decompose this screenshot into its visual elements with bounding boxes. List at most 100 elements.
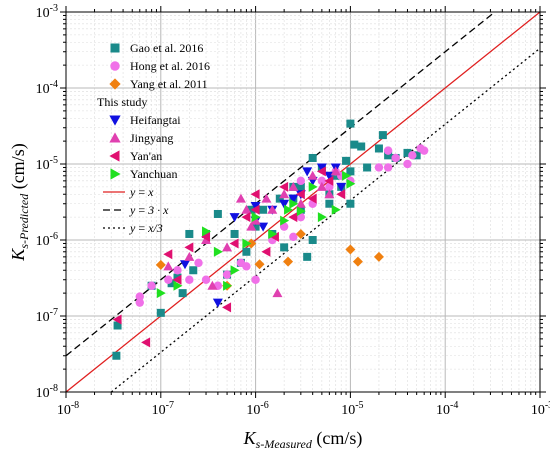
plot-frame xyxy=(65,11,541,393)
data-point-gao-et-al-2016 xyxy=(296,182,305,191)
data-point-heifangtai xyxy=(302,167,313,177)
data-point-yan-an xyxy=(141,337,151,348)
data-point-heifangtai xyxy=(258,222,269,232)
data-point-gao-et-al-2016 xyxy=(346,199,355,208)
x-axis-title-main: K xyxy=(243,428,257,448)
y-tick-label: 10-6 xyxy=(36,231,58,249)
data-point-jingyang xyxy=(246,221,257,231)
data-point-yanchuan xyxy=(268,228,278,239)
data-point-heifangtai xyxy=(336,182,347,192)
data-point-heifangtai xyxy=(279,199,290,209)
x-tick-label: 10-4 xyxy=(436,400,458,418)
data-point-yan-an xyxy=(261,246,271,257)
data-point-yan-an xyxy=(184,242,194,253)
reference-line-solid xyxy=(65,11,541,393)
data-point-yan-an xyxy=(324,175,334,186)
data-point-yanchuan xyxy=(223,280,233,291)
legend-marker xyxy=(110,43,120,53)
data-point-hong-et-al-2016 xyxy=(251,275,260,284)
data-point-jingyang xyxy=(222,242,233,252)
data-point-yanchuan xyxy=(280,215,290,226)
legend-label: y = 3 · x xyxy=(129,203,169,217)
legend-label: Yan'an xyxy=(130,149,162,163)
data-point-gao-et-al-2016 xyxy=(325,199,334,208)
legend-label: y = x/3 xyxy=(129,221,163,235)
data-point-heifangtai xyxy=(229,213,240,223)
legend-marker xyxy=(110,168,121,180)
data-point-yanchuan xyxy=(242,238,252,249)
data-point-yan-an xyxy=(222,302,232,313)
data-point-heifangtai xyxy=(288,194,299,204)
data-point-yanchuan xyxy=(317,212,327,223)
data-point-hong-et-al-2016 xyxy=(194,258,203,268)
y-tick-label: 10-3 xyxy=(36,3,58,21)
data-point-gao-et-al-2016 xyxy=(412,151,421,160)
data-point-yanchuan xyxy=(296,206,306,217)
data-point-hong-et-al-2016 xyxy=(383,163,393,172)
data-point-jingyang xyxy=(261,193,272,203)
data-point-yan-an xyxy=(112,314,122,325)
data-point-yanchuan xyxy=(289,198,299,209)
data-point-hong-et-al-2016 xyxy=(391,153,400,163)
data-point-yan-an xyxy=(288,212,298,223)
legend-label: Heifangtai xyxy=(130,113,181,127)
data-point-gao-et-al-2016 xyxy=(156,308,165,317)
data-point-hong-et-al-2016 xyxy=(135,298,144,307)
y-tick-label: 10-8 xyxy=(36,383,58,401)
data-point-jingyang xyxy=(184,251,195,261)
data-point-gao-et-al-2016 xyxy=(189,266,198,275)
legend-heading: This study xyxy=(97,95,147,109)
data-point-jingyang xyxy=(207,280,218,290)
data-point-gao-et-al-2016 xyxy=(308,153,317,162)
data-point-jingyang xyxy=(288,181,299,191)
data-point-hong-et-al-2016 xyxy=(173,266,182,275)
legend-label: Jingyang xyxy=(130,131,173,145)
data-point-yanchuan xyxy=(346,178,356,189)
legend-label: Hong et al. 2016 xyxy=(130,59,210,73)
legend-marker xyxy=(109,150,120,162)
data-point-hong-et-al-2016 xyxy=(242,262,251,271)
x-tick-label: 10-5 xyxy=(341,400,363,418)
data-point-hong-et-al-2016 xyxy=(164,275,173,284)
data-point-yan-an xyxy=(279,181,289,192)
data-points xyxy=(112,119,429,360)
data-point-yanchuan xyxy=(202,226,212,237)
data-point-gao-et-al-2016 xyxy=(251,222,260,231)
data-point-yan-an xyxy=(250,189,260,200)
data-point-yan-an xyxy=(241,212,251,223)
data-point-yanchuan xyxy=(308,181,318,192)
data-point-hong-et-al-2016 xyxy=(317,176,327,186)
data-point-yang-et-al-2011 xyxy=(373,251,384,262)
y-axis-title-sub: s-Predicted xyxy=(17,193,31,249)
data-point-yang-et-al-2011 xyxy=(352,256,363,267)
data-point-yang-et-al-2011 xyxy=(345,244,356,255)
data-point-yanchuan xyxy=(284,204,294,215)
data-point-hong-et-al-2016 xyxy=(147,281,156,290)
data-point-hong-et-al-2016 xyxy=(408,151,417,160)
data-point-gao-et-al-2016 xyxy=(331,171,340,180)
data-point-hong-et-al-2016 xyxy=(419,146,429,155)
data-point-hong-et-al-2016 xyxy=(296,176,306,186)
data-point-yan-an xyxy=(316,166,326,177)
data-point-yan-an xyxy=(307,193,317,204)
legend-marker xyxy=(109,132,121,143)
data-point-yang-et-al-2011 xyxy=(254,259,265,270)
data-point-jingyang xyxy=(235,193,246,203)
data-point-heifangtai xyxy=(250,202,261,212)
data-point-gao-et-al-2016 xyxy=(275,194,284,203)
legend: Gao et al. 2016 Hong et al. 2016 Yang et a… xyxy=(97,41,210,235)
data-point-gao-et-al-2016 xyxy=(350,140,359,149)
data-point-jingyang xyxy=(279,189,290,199)
data-point-yanchuan xyxy=(156,288,166,299)
legend-marker xyxy=(109,78,121,90)
data-point-gao-et-al-2016 xyxy=(384,151,393,160)
x-axis-title-unit: (cm/s) xyxy=(312,428,362,449)
data-point-hong-et-al-2016 xyxy=(403,159,412,169)
data-point-gao-et-al-2016 xyxy=(363,163,372,172)
legend-label: Yanchuan xyxy=(130,167,177,181)
data-point-yang-et-al-2011 xyxy=(155,259,166,270)
data-point-gao-et-al-2016 xyxy=(357,142,366,151)
data-point-gao-et-al-2016 xyxy=(378,131,387,140)
data-point-yan-an xyxy=(201,231,211,242)
